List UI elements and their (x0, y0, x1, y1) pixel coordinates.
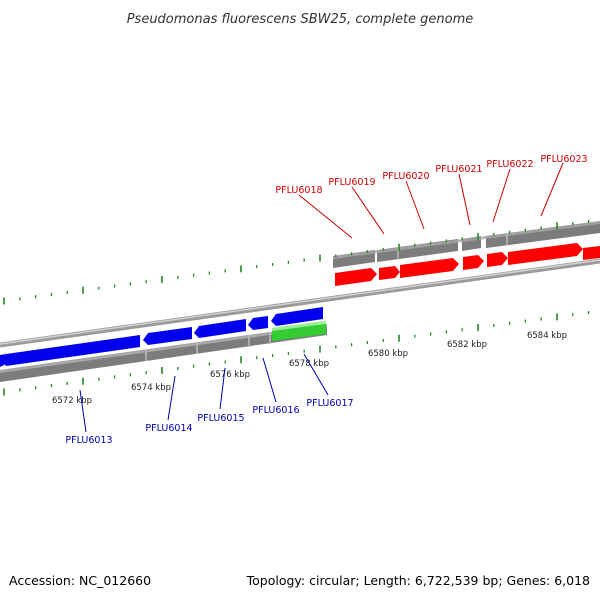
gene-label-reverse: PFLU6014 (145, 423, 192, 434)
gene-label-forward: PFLU6021 (435, 164, 482, 175)
gene-arrow-PFLU6016b (248, 316, 268, 330)
gene-arrow-PFLU6017 (271, 307, 323, 326)
scale-label: 6576 kbp (210, 370, 250, 380)
gene-arrow-PFLU6022 (487, 252, 508, 267)
genome-summary-text: Topology: circular; Length: 6,722,539 bp… (246, 573, 590, 588)
gene-highlight-green (272, 321, 326, 341)
scale-label: 6580 kbp (368, 349, 408, 359)
genome-backbone (0, 258, 600, 348)
forward-gene-group (333, 221, 600, 286)
gene-arrow-PFLU6019 (379, 266, 400, 280)
gene-arrow-PFLU6021 (463, 255, 484, 270)
gene-label-forward: PFLU6020 (382, 171, 429, 182)
gene-label-reverse: PFLU6015 (197, 413, 244, 424)
accession-text: Accession: NC_012660 (9, 573, 151, 588)
gene-label-reverse: PFLU6013 (65, 435, 112, 446)
reverse-gene-labels: PFLU6013 PFLU6014 PFLU6015 PFLU6016 PFLU… (65, 353, 354, 446)
tick-row-upper (3, 219, 590, 305)
tick-row-lower (3, 310, 590, 396)
scale-label: 6584 kbp (527, 331, 567, 341)
gene-arrow-PFLU6014 (2, 335, 140, 366)
gene-label-forward: PFLU6019 (328, 177, 375, 188)
gene-label-reverse: PFLU6016 (252, 405, 299, 416)
scale-label: 6582 kbp (447, 340, 487, 350)
forward-gene-labels: PFLU6018 PFLU6019 PFLU6020 PFLU6021 PFLU… (275, 154, 588, 239)
gene-arrow-PFLU6018 (335, 268, 377, 286)
scale-label: 6574 kbp (131, 383, 171, 393)
gene-arrow-PFLU6015 (143, 327, 192, 345)
map-title: Pseudomonas fluorescens SBW25, complete … (127, 12, 474, 27)
gene-arrow-PFLU6020 (400, 258, 459, 278)
gene-label-forward: PFLU6018 (275, 185, 322, 196)
gene-arrow-next (583, 246, 600, 260)
gene-label-forward: PFLU6022 (486, 159, 533, 170)
scale-label: 6578 kbp (289, 359, 329, 369)
scale-labels: 6572 kbp 6574 kbp 6576 kbp 6578 kbp 6580… (52, 331, 567, 406)
gene-arrow-PFLU6016 (194, 319, 246, 338)
gene-arrow-PFLU6023 (508, 243, 583, 265)
gene-label-forward: PFLU6023 (540, 154, 587, 165)
gene-bar-forward-4 (486, 221, 600, 248)
scale-label: 6572 kbp (52, 396, 92, 406)
reverse-gene-group (0, 307, 327, 382)
gene-label-reverse: PFLU6017 (306, 398, 353, 409)
